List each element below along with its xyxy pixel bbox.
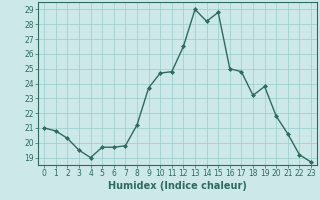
X-axis label: Humidex (Indice chaleur): Humidex (Indice chaleur) [108,181,247,191]
